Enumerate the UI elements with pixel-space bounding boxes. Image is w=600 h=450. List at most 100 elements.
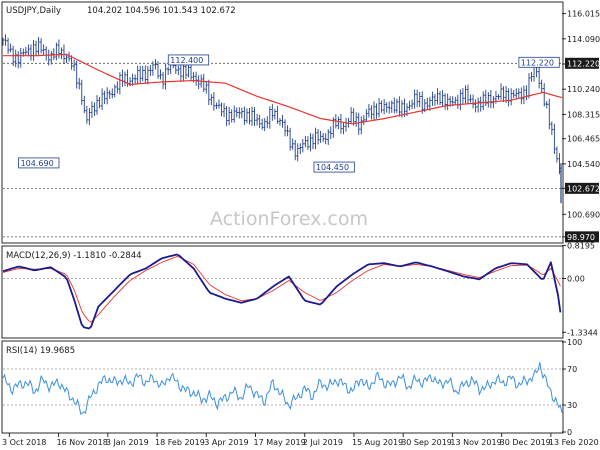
price-y-tick-label: 114.090 (567, 35, 600, 44)
ohlc-bar (42, 44, 45, 55)
ohlc-bar (418, 91, 421, 108)
ohlc-bar (522, 85, 526, 105)
ohlc-bar (380, 100, 383, 113)
ohlc-bar (164, 63, 167, 90)
ohlc-bar (316, 129, 320, 145)
ohlc-bar (291, 138, 294, 150)
ohlc-bar (438, 91, 442, 106)
ohlc-bar (281, 114, 284, 128)
ohlc-bar (230, 109, 233, 123)
price-y-tick-label: 108.315 (567, 110, 600, 119)
ohlc-bar (98, 96, 101, 109)
ohlc-bar (342, 123, 345, 135)
ohlc-bar (212, 92, 216, 111)
ohlc-bar (50, 50, 53, 65)
ohlc-bar (103, 90, 106, 105)
ohlc-bar (520, 87, 523, 105)
ohlc-bar (276, 105, 279, 124)
symbol-label: USDJPY,Daily (6, 6, 61, 16)
ohlc-bar (39, 38, 43, 54)
ohlc-bar (83, 95, 86, 114)
x-tick-label: 3 Apr 2019 (204, 438, 248, 447)
ohlc-bar (476, 97, 480, 113)
ohlc-bar (375, 103, 378, 119)
ohlc-bar (327, 129, 330, 145)
ohlc-bar (100, 88, 104, 111)
ohlc-bar (245, 108, 249, 124)
ohlc-bar (299, 143, 302, 155)
macd-line (2, 253, 562, 330)
ohlc-bar (65, 53, 68, 64)
ohlc-bar (177, 65, 180, 76)
ohlc-bar (78, 77, 81, 90)
ohlc-bar (421, 91, 424, 114)
macd-signal-line (2, 256, 561, 323)
price-y-tick-label: 104.540 (567, 160, 600, 169)
ohlc-bar (553, 123, 556, 155)
ohlc-bar (250, 106, 254, 126)
ohlc-bar (210, 94, 213, 106)
ohlc-bar (337, 116, 340, 130)
x-tick-label: 3 Oct 2018 (2, 438, 46, 447)
ohlc-bar (207, 79, 211, 106)
rsi-y-tick-label: 30 (567, 401, 577, 410)
ohlc-bar (118, 72, 122, 95)
ohlc-bar (393, 97, 396, 114)
ohlc-bar (90, 101, 94, 119)
ohlc-bar (301, 138, 305, 153)
ohlc-bar (296, 143, 299, 162)
ohlc-bar (388, 101, 391, 114)
rsi-y-tick-label: 100 (567, 338, 582, 347)
ohlc-bar (515, 88, 518, 99)
ohlc-bar (27, 44, 30, 57)
ohlc-bar (479, 96, 482, 112)
ohlc-bar (482, 91, 485, 111)
ohlc-bar (255, 113, 259, 126)
x-tick-label: 13 Nov 2019 (450, 438, 501, 447)
macd-panel-frame (1, 245, 564, 339)
ohlc-bar (362, 115, 366, 125)
ohlc-bar (166, 66, 170, 76)
ohlc-bar (489, 89, 493, 109)
macd-y-tick-label: 0.8195 (567, 241, 595, 250)
ohlc-bar (349, 107, 353, 125)
price-highlight-label: 98.970 (567, 233, 595, 242)
ohlc-bar (288, 127, 292, 151)
price-annotation-label: 104.690 (21, 159, 54, 168)
ohlc-bar (540, 79, 543, 93)
ohlc-bar (415, 89, 419, 108)
x-tick-label: 15 Aug 2019 (352, 438, 403, 447)
ohlc-bar (55, 42, 58, 61)
ohlc-bar (395, 98, 399, 114)
ohlc-bar (426, 97, 429, 110)
x-tick-label: 30 Sep 2019 (401, 438, 452, 447)
ohlc-bar (413, 89, 416, 109)
ohlc-bar (139, 65, 142, 83)
ohlc-bar (156, 61, 160, 79)
ohlc-bar (321, 132, 325, 143)
price-annotation-label: 104.450 (316, 163, 349, 172)
price-annotation-box (313, 161, 355, 173)
ohlc-bar (151, 61, 155, 76)
ohlc-bar (9, 43, 12, 53)
ohlc-bar (471, 94, 475, 109)
ohlc-bar (24, 47, 28, 56)
ohlc-bar (263, 118, 266, 132)
ohlc-bar (253, 107, 256, 126)
ohlc-bar (67, 51, 71, 62)
ohlc-bar (217, 99, 221, 109)
ohlc-bar (93, 102, 96, 117)
ohlc-bar (329, 126, 332, 139)
ohlc-bar (222, 103, 226, 118)
ohlc-bar (133, 74, 137, 85)
ohlc-bar (311, 133, 315, 150)
x-tick-label: 16 Nov 2018 (57, 438, 108, 447)
price-highlight-tag (565, 57, 599, 69)
ohlc-bar (517, 88, 521, 99)
price-annotation-box (18, 157, 60, 169)
ohlc-bar (88, 108, 91, 126)
ohlc-bar (352, 108, 355, 126)
ohlc-bar (545, 100, 548, 109)
ohlc-bar (278, 118, 282, 126)
